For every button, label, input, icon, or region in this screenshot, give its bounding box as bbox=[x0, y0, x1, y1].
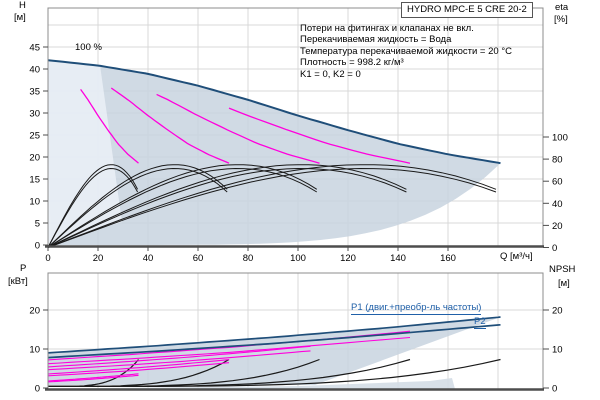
x-tick-label: 60 bbox=[193, 253, 204, 264]
p-axis-unit: [кВт] bbox=[8, 276, 28, 287]
h-tick-label: 0 bbox=[35, 241, 40, 252]
eta-curve bbox=[47, 167, 407, 248]
h-tick-label: 25 bbox=[29, 131, 40, 142]
h-tick-label: 35 bbox=[29, 87, 40, 98]
eta-curve bbox=[47, 167, 318, 248]
pump-count-curve bbox=[110, 87, 230, 164]
annotation-line: Температура перекачиваемой жидкости = 20… bbox=[300, 45, 512, 57]
h-tick-label: 30 bbox=[29, 109, 40, 120]
h-tick-label: 20 bbox=[29, 153, 40, 164]
x-tick-label: 20 bbox=[93, 253, 104, 264]
annotation-line: K1 = 0, K2 = 0 bbox=[300, 68, 361, 80]
x-tick-label: 40 bbox=[143, 253, 154, 264]
power-count-curve bbox=[47, 350, 311, 371]
h-axis-unit: [м] bbox=[14, 12, 26, 23]
x-tick-label: 100 bbox=[290, 253, 306, 264]
p1-curve bbox=[47, 316, 501, 354]
npsh-axis-unit: [м] bbox=[558, 278, 570, 289]
eta-axis-label: eta bbox=[555, 2, 569, 13]
power-envelope-fill bbox=[48, 317, 501, 385]
h-tick-label: 40 bbox=[29, 65, 40, 76]
chart-title: HYDRO MPC-E 5 CRE 20-2 bbox=[401, 2, 533, 18]
eta-tick-label: 40 bbox=[552, 199, 563, 210]
p-tick-label: 0 bbox=[35, 384, 40, 395]
eta-curve bbox=[47, 164, 139, 248]
h-tick-label: 5 bbox=[35, 219, 40, 230]
pump-count-curve bbox=[80, 89, 139, 164]
eta-curve bbox=[47, 167, 497, 248]
power-count-curve bbox=[47, 373, 139, 382]
power-count-curve bbox=[47, 362, 230, 377]
h-tick-label: 15 bbox=[29, 175, 40, 186]
p-tick-label: 10 bbox=[29, 345, 40, 356]
pump-count-curve bbox=[228, 107, 411, 164]
eta-curve bbox=[47, 167, 139, 248]
eta-tick-label: 100 bbox=[552, 133, 568, 144]
npsh-tick-label: 20 bbox=[552, 306, 563, 317]
npsh-tick-label: 10 bbox=[552, 345, 563, 356]
p2-curve bbox=[47, 323, 501, 359]
eta-tick-label: 60 bbox=[552, 177, 563, 188]
speed-100-label: 100 % bbox=[75, 42, 102, 53]
x-tick-label: 80 bbox=[243, 253, 254, 264]
p-axis-label: P bbox=[20, 263, 27, 274]
eta-tick-label: 20 bbox=[552, 221, 563, 232]
x-tick-label: 140 bbox=[390, 253, 406, 264]
h-axis-label: H bbox=[19, 0, 26, 11]
q-axis-label: Q [м³/ч] bbox=[500, 251, 533, 262]
eta-curve bbox=[47, 164, 497, 248]
eta-curve bbox=[47, 167, 228, 248]
npsh-tick-label: 0 bbox=[552, 384, 557, 395]
eta-axis-unit: [%] bbox=[554, 14, 568, 25]
envelope-light-region bbox=[48, 61, 122, 244]
annotation-block: Потери на фитингах и клапанах не вкл. Пе… bbox=[300, 23, 512, 80]
power-count-curve bbox=[47, 336, 411, 365]
qh-curve-100pct bbox=[47, 59, 501, 165]
npsh-axis-label: NPSH bbox=[549, 264, 576, 275]
x-tick-label: 160 bbox=[440, 253, 456, 264]
eta-curve bbox=[47, 164, 318, 248]
annotation-line: Плотность = 998.2 кг/м³ bbox=[300, 57, 404, 69]
annotation-line: Перекачиваемая жидкость = Вода bbox=[300, 34, 452, 46]
npsh-curve bbox=[48, 358, 501, 387]
eta-tick-label: 80 bbox=[552, 155, 563, 166]
npsh-envelope-fill bbox=[48, 378, 455, 389]
h-tick-label: 10 bbox=[29, 197, 40, 208]
eta-tick-label: 0 bbox=[552, 243, 557, 254]
x-tick-label: 120 bbox=[340, 253, 356, 264]
power-count-curve bbox=[47, 374, 139, 383]
x-tick-label: 0 bbox=[45, 253, 50, 264]
h-tick-label: 45 bbox=[29, 43, 40, 54]
annotation-line: Потери на фитингах и клапанах не вкл. bbox=[300, 23, 474, 34]
eta-curve bbox=[47, 164, 228, 248]
p1-curve-label: P1 (двиг.+преобр-ль частоты) bbox=[351, 302, 482, 315]
p2-curve-label: P2 bbox=[474, 316, 486, 329]
power-count-curve bbox=[47, 345, 311, 368]
power-count-curve bbox=[47, 359, 230, 375]
p-tick-label: 20 bbox=[29, 306, 40, 317]
pump-count-curve bbox=[156, 93, 320, 164]
